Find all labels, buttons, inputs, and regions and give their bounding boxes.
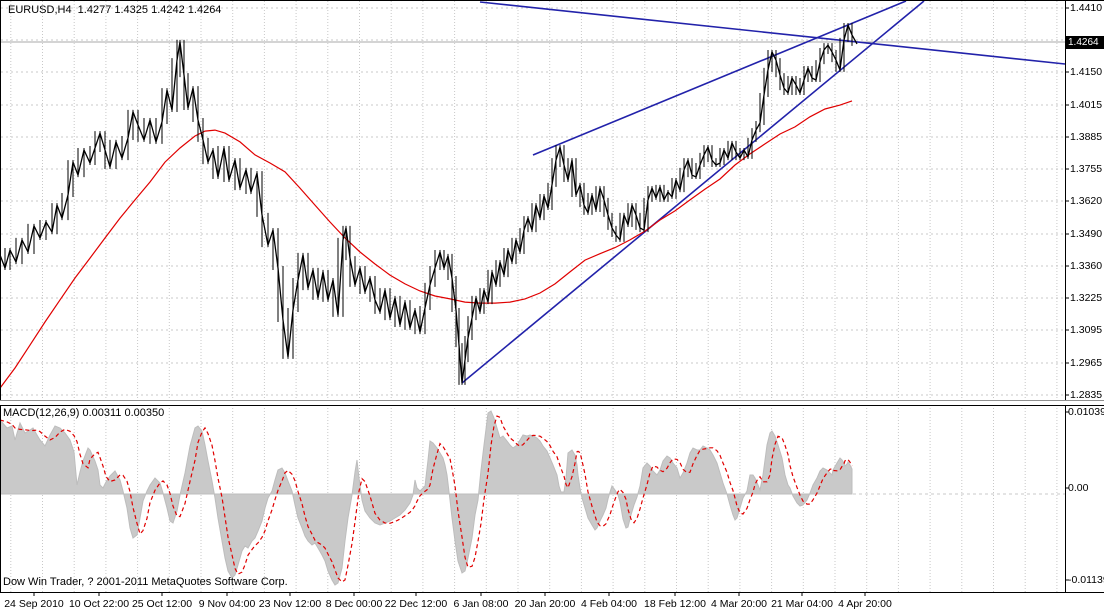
price-axis-label: 1.4410	[1070, 2, 1103, 14]
time-axis-label: 22 Dec 12:00	[384, 598, 448, 610]
price-axis-label: 1.3620	[1070, 195, 1103, 207]
price-axis-label: 1.2835	[1070, 389, 1103, 401]
macd-axis-label: 0.00	[1068, 482, 1089, 494]
time-axis-label: 21 Mar 04:00	[771, 598, 833, 610]
macd-indicator-label: MACD(12,26,9) 0.00311 0.00350	[3, 407, 165, 419]
price-close-line	[0, 22, 858, 383]
price-axis-label: 1.3360	[1070, 260, 1103, 272]
price-axis-label: 1.3095	[1070, 324, 1103, 336]
moving-average-line	[0, 100, 853, 389]
time-axis-label: 25 Oct 12:00	[131, 598, 193, 610]
macd-axis-label: 0.01039	[1068, 406, 1104, 418]
time-axis-label: 9 Nov 04:00	[198, 598, 256, 610]
price-axis-label: 1.4150	[1070, 66, 1103, 78]
time-axis-label: 23 Nov 12:00	[258, 598, 322, 610]
time-axis-label: 4 Apr 20:00	[838, 598, 892, 610]
trendline[interactable]	[532, 0, 907, 156]
current-price-tag: 1.4264	[1066, 36, 1104, 49]
trendline[interactable]	[461, 0, 925, 384]
macd-axis-label: -0.01139	[1068, 574, 1104, 586]
price-axis-label: 1.3755	[1070, 163, 1103, 175]
price-axis-label: 1.3885	[1070, 131, 1103, 143]
macd-histogram	[0, 410, 853, 586]
time-axis-label: 18 Feb 12:00	[644, 598, 706, 610]
time-axis-label: 4 Mar 20:00	[710, 598, 768, 610]
time-axis-label: 6 Jan 08:00	[453, 598, 509, 610]
time-axis-label: 8 Dec 00:00	[325, 598, 383, 610]
time-axis-label: 4 Feb 04:00	[580, 598, 638, 610]
price-axis-label: 1.4015	[1070, 99, 1103, 111]
time-axis-label: 20 Jan 20:00	[514, 598, 576, 610]
copyright-label: Dow Win Trader, ? 2001-2011 MetaQuotes S…	[3, 576, 288, 588]
trendline[interactable]	[479, 1, 1066, 65]
time-axis-label: 24 Sep 2010	[4, 598, 64, 610]
symbol-ohlc-label: EURUSD,H4 1.4277 1.4325 1.4242 1.4264	[8, 4, 222, 16]
time-axis-label: 10 Oct 22:00	[68, 598, 130, 610]
price-axis-label: 1.2965	[1070, 357, 1103, 369]
price-axis-label: 1.3225	[1070, 292, 1103, 304]
panel-splitter[interactable]	[0, 400, 1104, 405]
price-axis-label: 1.3490	[1070, 228, 1103, 240]
